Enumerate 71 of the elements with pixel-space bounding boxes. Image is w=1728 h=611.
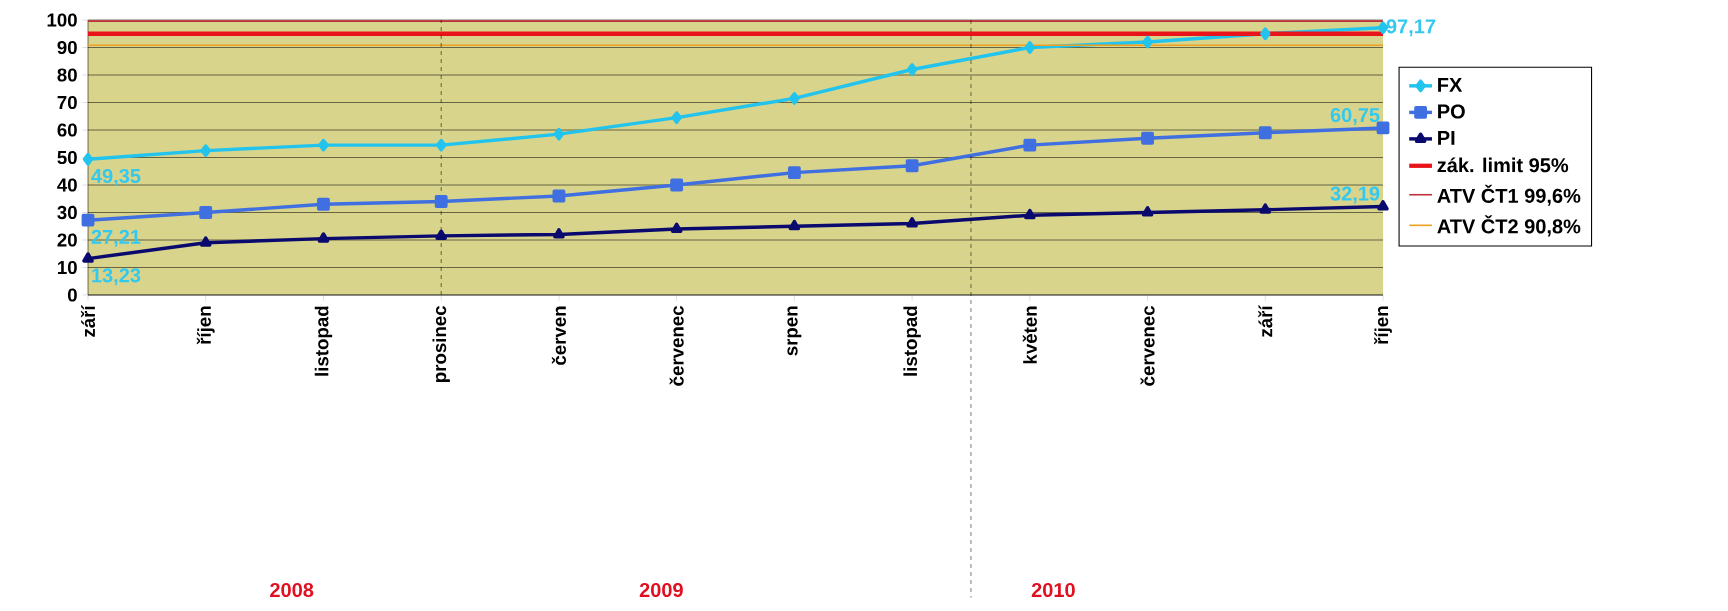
- point: [317, 197, 330, 211]
- legend-label: ATV ČT2 90,8%: [1437, 215, 1581, 237]
- point: [1141, 131, 1154, 145]
- point: [1258, 126, 1272, 140]
- point: [82, 252, 94, 263]
- data-label: 32,19: [1330, 186, 1380, 204]
- point: [1024, 41, 1036, 54]
- point: [553, 127, 565, 141]
- text: 2010: [1031, 582, 1075, 598]
- y-tick-label: 90: [57, 40, 77, 55]
- y-tick-label: 0: [67, 288, 77, 302]
- y-tick-label: 70: [57, 95, 77, 110]
- point: [435, 229, 447, 240]
- legend-label: ATV ČT1 99,6%: [1437, 184, 1581, 206]
- legend-label: PI: [1438, 131, 1455, 145]
- point: [434, 195, 448, 208]
- point: [81, 213, 95, 227]
- point: [906, 217, 918, 228]
- y-tick-label: 30: [57, 205, 77, 220]
- point: [1141, 206, 1154, 217]
- point: [1023, 138, 1037, 152]
- y-tick-label: 50: [57, 150, 77, 165]
- y-tick-label: 100: [47, 13, 77, 27]
- point: [671, 111, 682, 125]
- point: [670, 178, 684, 192]
- x-tick-label: listopad: [314, 306, 333, 376]
- y-tick-label: 60: [57, 123, 77, 137]
- legend-label: FX: [1438, 77, 1463, 92]
- x-tick-label: říjen: [196, 306, 215, 345]
- y-tick-label: 80: [57, 68, 77, 82]
- x-tick-label: červenec: [1140, 305, 1155, 386]
- x-tick-label: listopad: [903, 306, 921, 376]
- point: [552, 189, 566, 203]
- data-label: 13,23: [92, 268, 141, 286]
- point: [199, 236, 212, 247]
- point: [670, 222, 683, 234]
- point: [788, 219, 801, 231]
- x-tick-label: červen: [551, 306, 566, 365]
- data-label: 27,21: [91, 229, 141, 247]
- point: [905, 159, 919, 173]
- text: 2008: [270, 582, 314, 598]
- y-tick-label: 40: [57, 178, 77, 192]
- point: [435, 138, 447, 152]
- x-tick-label: prosinec: [432, 305, 450, 382]
- point: [318, 138, 329, 152]
- point: [199, 206, 213, 219]
- legend-label: PO: [1438, 104, 1465, 119]
- point: [1024, 208, 1036, 220]
- x-tick-label: červenec: [669, 305, 684, 386]
- point: [553, 228, 565, 239]
- x-tick-label: srpen: [787, 306, 802, 356]
- point: [82, 152, 94, 166]
- data-label: 60,75: [1330, 107, 1380, 126]
- point: [1260, 27, 1271, 41]
- point: [317, 232, 330, 243]
- data-label: 49,35: [91, 168, 141, 186]
- point: [787, 166, 801, 180]
- y-tick-label: 10: [58, 260, 77, 275]
- x-tick-label: říjen: [1374, 306, 1392, 345]
- point: [789, 91, 800, 105]
- text: 2009: [639, 582, 683, 598]
- point: [906, 63, 918, 76]
- legend-label: zák. limit 95%: [1437, 157, 1569, 173]
- y-tick-label: 20: [57, 233, 77, 247]
- x-tick-label: září: [80, 304, 96, 337]
- data-label: 97,17: [1386, 19, 1436, 37]
- point: [1142, 35, 1153, 49]
- x-tick-label: květen: [1022, 306, 1037, 364]
- point: [200, 144, 211, 158]
- x-tick-label: září: [1258, 304, 1273, 337]
- point: [1259, 203, 1272, 214]
